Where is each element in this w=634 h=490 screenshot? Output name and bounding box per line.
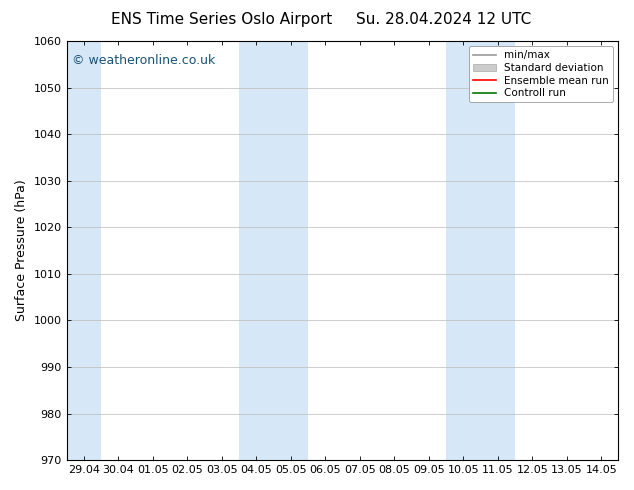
Bar	[273, 41, 308, 460]
Y-axis label: Surface Pressure (hPa): Surface Pressure (hPa)	[15, 180, 28, 321]
Bar	[446, 41, 481, 460]
Bar	[239, 41, 273, 460]
Text: ENS Time Series Oslo Airport: ENS Time Series Oslo Airport	[112, 12, 332, 27]
Legend: min/max, Standard deviation, Ensemble mean run, Controll run: min/max, Standard deviation, Ensemble me…	[469, 46, 613, 102]
Text: Su. 28.04.2024 12 UTC: Su. 28.04.2024 12 UTC	[356, 12, 531, 27]
Bar	[481, 41, 515, 460]
Text: © weatheronline.co.uk: © weatheronline.co.uk	[72, 53, 216, 67]
Bar	[67, 41, 101, 460]
